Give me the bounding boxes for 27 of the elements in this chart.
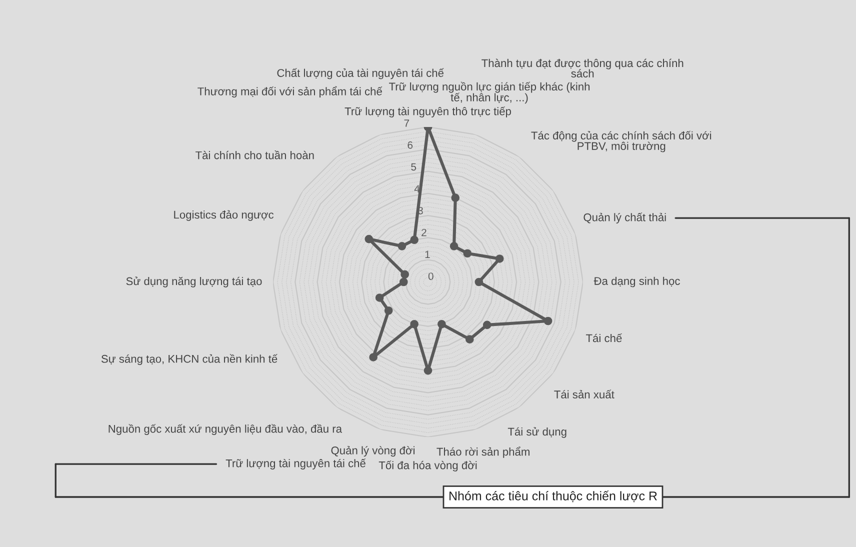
spoke-label: Tài chính cho tuần hoàn xyxy=(196,150,314,160)
spoke-label: Logistics đảo ngược xyxy=(174,210,274,221)
spoke-label: Tái sử dụng xyxy=(508,427,566,438)
y-tick-label: 0 xyxy=(428,272,434,280)
spoke-label: Trữ lượng tài nguyên thô trực tiếp xyxy=(344,106,511,118)
spoke-label: Nguồn gốc xuất xứ nguyên liệu đầu vào, đầu ra xyxy=(108,424,342,435)
spoke-label: Thành tựu đạt được thông qua các chính sách xyxy=(482,58,684,78)
spoke-label: Trữ lượng tài nguyên tái chế xyxy=(226,458,366,470)
spoke-label: Tối đa hóa vòng đời xyxy=(378,460,477,472)
spoke-label: Quản lý chất thải xyxy=(584,212,666,224)
spoke-label: Sự sáng tạo, KHCN của nền kinh tế xyxy=(101,354,278,365)
spoke-label: Tái chế xyxy=(586,334,622,342)
spoke-label: Chất lượng của tài nguyên tái chế xyxy=(277,68,444,80)
y-tick-label: 1 xyxy=(425,250,430,258)
y-tick-label: 5 xyxy=(411,163,416,171)
y-tick-label: 2 xyxy=(422,228,426,236)
spoke-label: Trữ lượng nguồn lực gián tiếp khác (kinh tế, nhân lực, ...) xyxy=(389,82,590,104)
spoke-label: Tác động của các chính sách đối với PTBV, môi trường xyxy=(531,130,712,152)
y-tick-label: 6 xyxy=(408,141,413,149)
spoke-label: Thương mại đối với sản phẩm tái chế xyxy=(198,86,382,98)
spoke-label: Sử dụng năng lượng tái tạo xyxy=(126,276,262,288)
spoke-label: Tháo rời sản phẩm xyxy=(436,446,530,458)
spoke-label: Tái sản xuất xyxy=(554,390,614,398)
spoke-label: Quản lý vòng đời xyxy=(331,446,414,457)
text: Nhóm các tiêu chí thuộc chiến lược R xyxy=(450,490,657,502)
y-tick-label: 7 xyxy=(404,120,410,127)
spoke-label: Đa dạng sinh học xyxy=(594,276,680,288)
